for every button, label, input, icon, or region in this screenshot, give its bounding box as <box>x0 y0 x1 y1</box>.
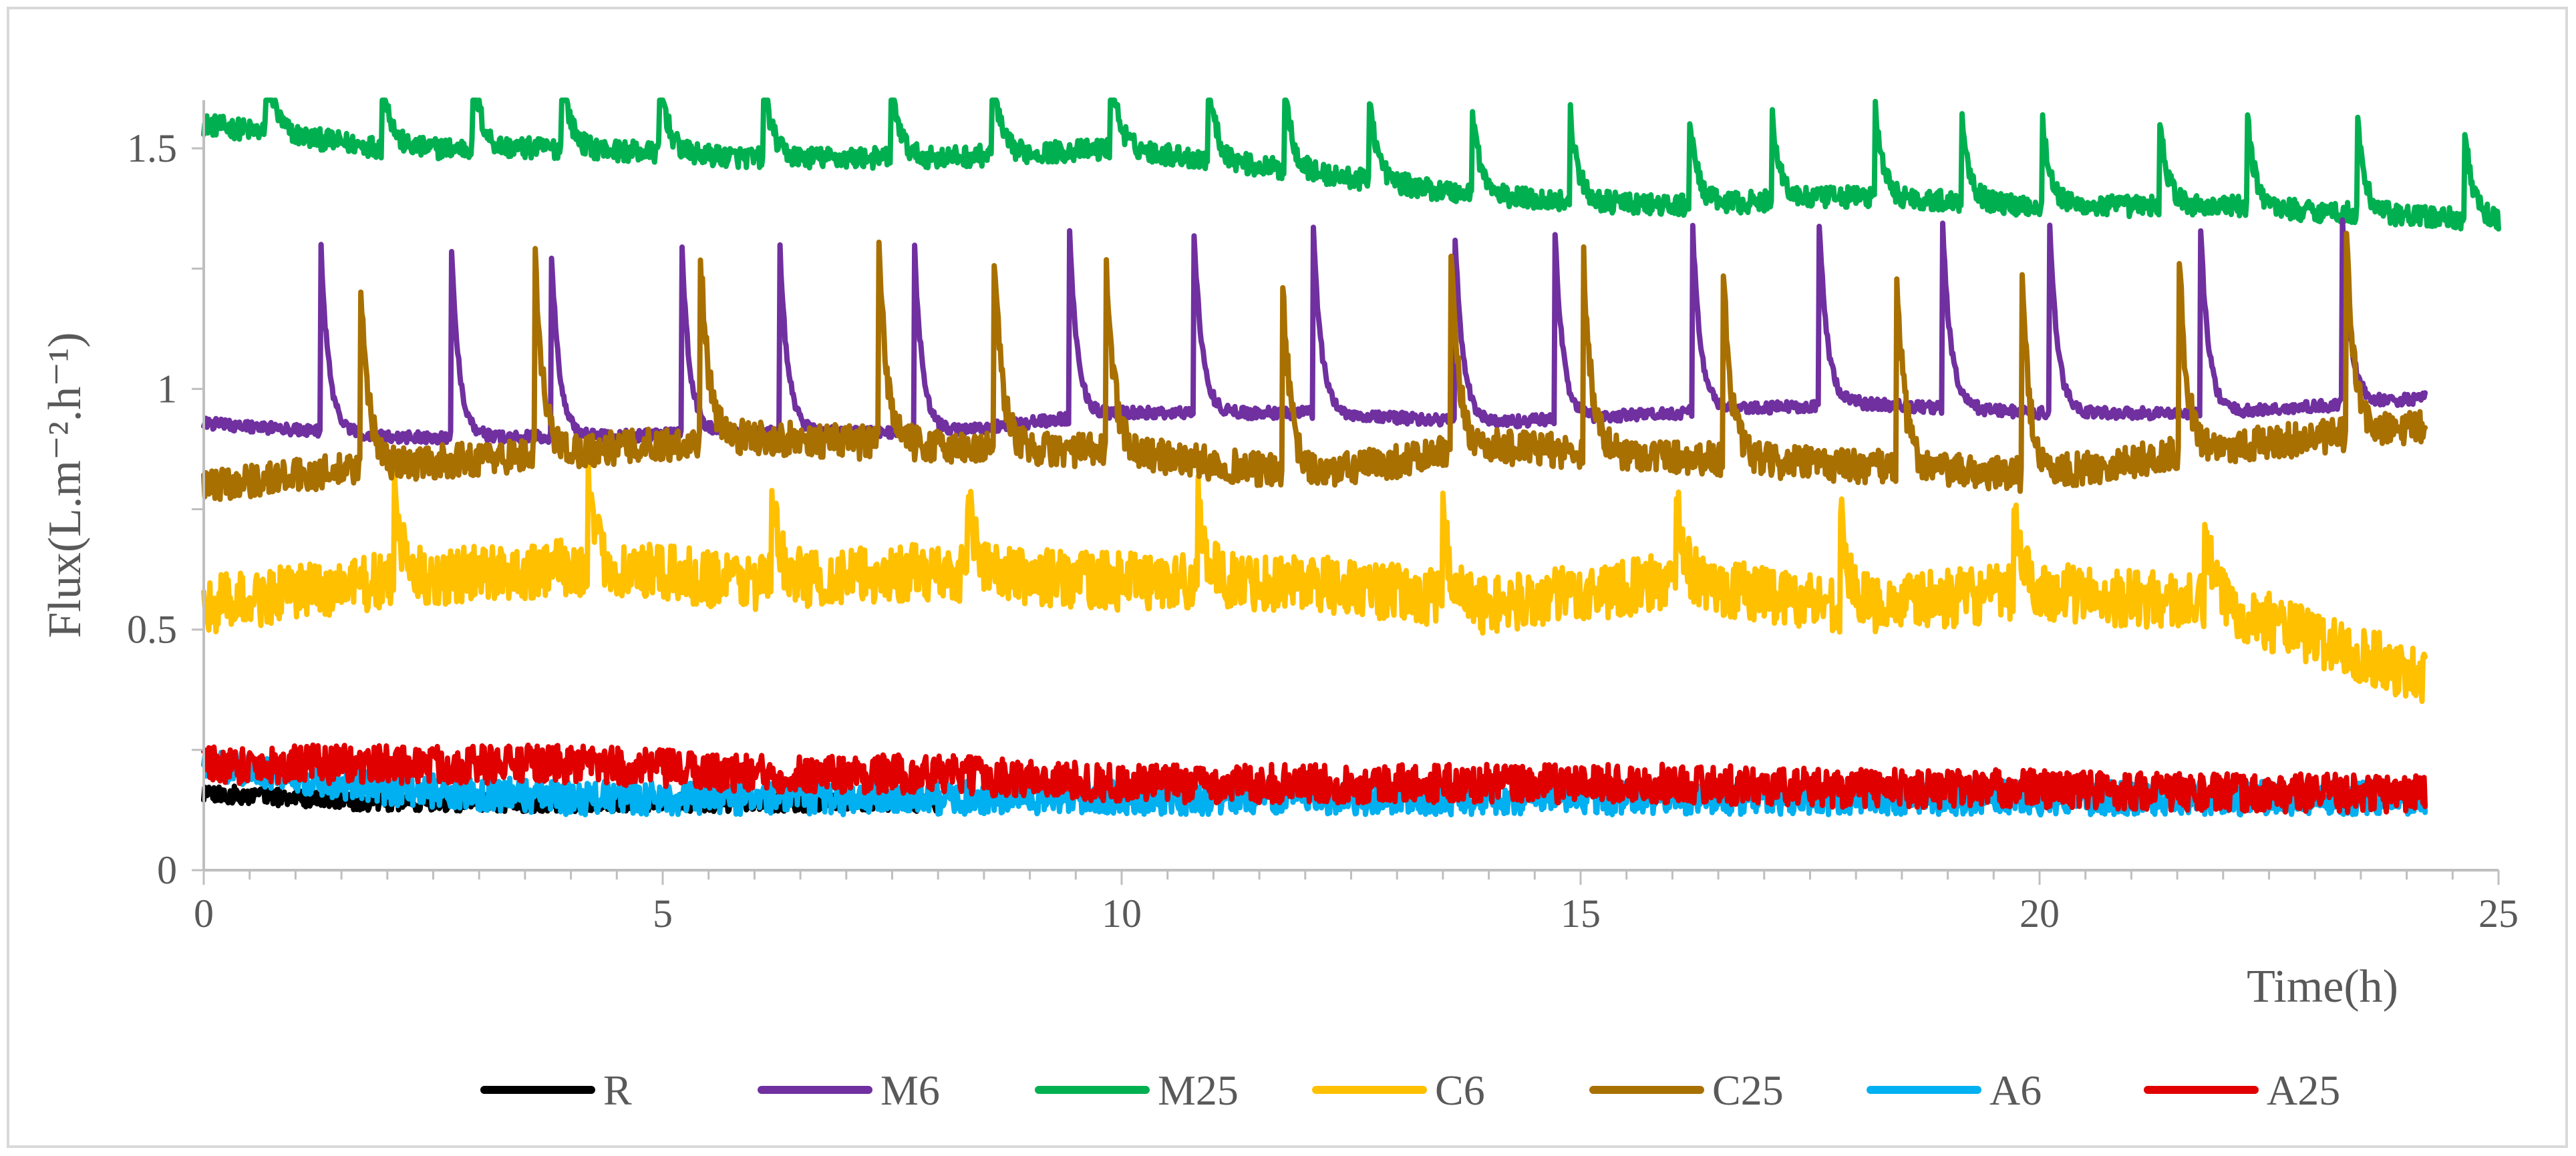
legend-label-a25: A25 <box>2267 1067 2340 1114</box>
series-line-m25 <box>201 98 2501 232</box>
y-tick-label: 0 <box>157 848 177 892</box>
legend: R M6 M25 C6 C25 A6 A25 <box>480 1067 2340 1114</box>
legend-label-m6: M6 <box>880 1067 940 1114</box>
y-tick-label: 1 <box>157 367 177 411</box>
x-tick-label: 20 <box>2020 892 2060 936</box>
legend-label-c6: C6 <box>1435 1067 1485 1114</box>
tick-layer: 0 5 10 15 20 25 0 0.5 1 1.5 <box>127 126 2519 936</box>
series-line-a25 <box>201 742 2428 815</box>
series-layer <box>201 98 2501 818</box>
series-line-c6 <box>201 457 2428 705</box>
x-axis-label: Time(h) <box>2247 961 2398 1012</box>
legend-label-m25: M25 <box>1158 1067 1239 1114</box>
legend-label-a6: A6 <box>1989 1067 2042 1114</box>
legend-label-r: R <box>603 1067 632 1114</box>
x-tick-label: 25 <box>2478 892 2519 936</box>
series-line-c25 <box>201 230 2428 502</box>
y-tick-label: 1.5 <box>127 126 177 170</box>
x-tick-label: 5 <box>653 892 673 936</box>
legend-label-c25: C25 <box>1712 1067 1784 1114</box>
y-tick-label: 0.5 <box>127 608 177 652</box>
y-axis-label: Flux(L.m⁻².h⁻¹) <box>39 332 91 638</box>
x-tick-label: 0 <box>194 892 214 936</box>
x-tick-label: 10 <box>1102 892 1142 936</box>
series-line-m6 <box>201 217 2428 446</box>
x-tick-label: 15 <box>1561 892 1601 936</box>
